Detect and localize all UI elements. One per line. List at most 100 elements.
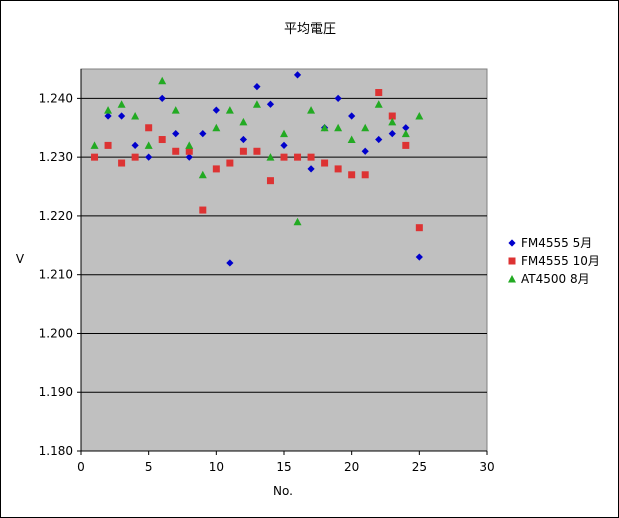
legend-label: FM4555 10月 [521,254,600,268]
x-tick-label: 15 [276,460,291,474]
y-tick-label: 1.180 [39,444,73,458]
data-point [401,129,410,138]
data-point [280,141,288,149]
data-point [334,94,342,102]
data-point [212,106,220,114]
data-point [348,171,356,179]
data-point [307,153,315,161]
legend-marker [508,257,516,265]
data-point [374,100,383,108]
data-point [388,130,396,138]
data-point [212,165,220,173]
data-point [171,106,180,114]
data-point [185,147,193,155]
data-point [253,83,261,91]
legend-marker [508,275,516,283]
data-point [239,135,247,144]
data-point [415,253,423,261]
data-point [347,135,356,144]
data-point [307,106,316,114]
data-point [266,153,275,161]
y-tick-label: 1.240 [39,91,73,105]
data-point [118,159,126,167]
y-tick-label: 1.190 [39,385,73,399]
data-point [361,147,369,155]
data-point [388,112,396,120]
data-point [402,124,410,132]
data-point [415,224,423,232]
data-point [185,153,193,161]
data-point [280,153,288,161]
chart-title: 平均電圧 [284,22,336,37]
data-point [185,141,194,149]
data-point [117,100,126,108]
data-point [321,159,329,167]
data-point [239,117,248,126]
data-point [226,259,234,267]
x-tick-label: 5 [145,460,153,474]
axes [77,69,488,455]
data-point [375,135,383,144]
data-point [90,141,99,149]
data-point [280,129,288,138]
data-point [293,217,302,226]
data-point [225,106,234,114]
data-point [294,153,302,161]
y-tick-label: 1.200 [39,326,73,340]
data-point [348,112,356,120]
data-point [144,141,153,149]
data-point [361,171,369,179]
data-point [158,136,166,144]
data-point [104,106,113,114]
legend-marker [508,239,516,247]
data-point [226,159,234,167]
x-tick-label: 20 [344,460,359,474]
data-point [198,170,207,179]
data-point [158,94,166,102]
data-point [199,206,207,214]
legend-label: AT4500 8月 [521,272,590,286]
y-tick-label: 1.220 [39,209,73,223]
x-tick-label: 25 [412,460,427,474]
x-tick-label: 30 [479,460,494,474]
data-point [172,147,180,155]
y-tick-labels: 1.180 1.190 1.200 1.210 1.220 1.230 1.240 [39,91,73,458]
legend: FM4555 5月 FM4555 10月 AT4500 8月 [508,236,600,286]
data-point [239,147,247,155]
data-point [375,89,383,97]
legend-label: FM4555 5月 [521,236,592,250]
y-axis-label: V [16,252,25,266]
data-point [388,117,397,126]
data-point [158,76,167,85]
data-point [415,112,424,120]
data-point [252,100,261,108]
data-point [293,71,302,79]
y-tick-label: 1.230 [39,150,73,164]
data-point [104,112,112,120]
x-axis-label: No. [273,484,293,498]
data-point [199,130,207,138]
data-point [145,153,153,161]
x-tick-label: 0 [77,460,85,474]
series-3 [90,76,424,226]
data-point [361,123,370,132]
data-point [334,123,343,132]
data-point [266,100,275,108]
data-point [334,165,342,173]
data-point [131,112,140,120]
plot-area [80,68,488,452]
data-point [307,165,315,173]
x-tick-labels: 0 5 10 15 20 25 30 [77,460,494,474]
data-point [253,147,261,155]
y-tick-label: 1.210 [39,268,73,282]
data-point [131,153,139,161]
series-2 [91,89,423,232]
data-point [172,130,180,138]
x-tick-label: 10 [209,460,224,474]
data-point [320,123,329,132]
data-point [402,141,410,149]
data-point [212,123,221,132]
data-point [118,112,126,120]
data-point [91,153,99,161]
